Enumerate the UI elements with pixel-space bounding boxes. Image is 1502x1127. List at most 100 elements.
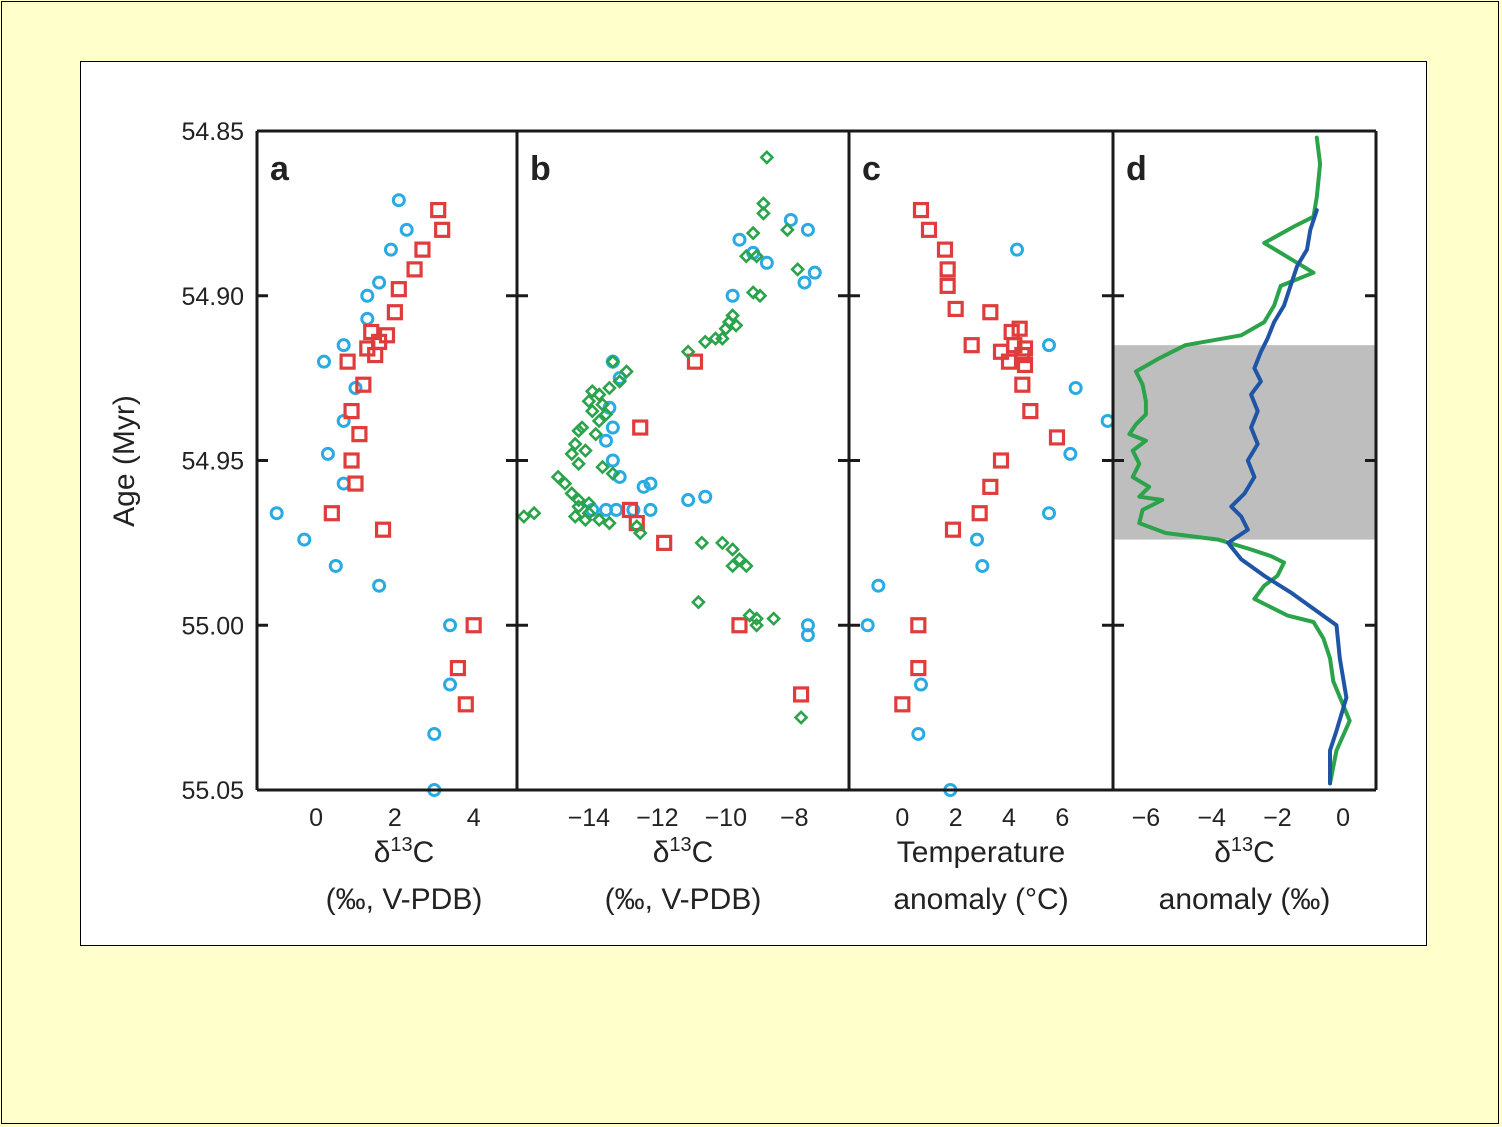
point-b-green-diamond [759,150,775,165]
point-c-red-square [1022,402,1039,420]
ytick-label: 55.00 [181,612,244,640]
point-b-green-diamond [571,499,586,514]
point-b-blue-circle [605,453,620,468]
point-b-blue-circle [797,275,812,290]
point-c-red-square [982,304,999,321]
point-c-red-square [992,452,1010,469]
point-a-red-square [339,353,356,370]
point-a-blue-circle [360,311,375,326]
point-c-red-square [939,261,956,278]
point-b-green-diamond [591,387,607,402]
point-b-red-square [656,534,673,551]
point-b-green-diamond [567,509,583,524]
point-b-green-diamond [680,344,696,360]
point-b-green-diamond [588,426,604,442]
point-b-green-diamond [738,558,754,574]
point-c-red-square [963,337,980,354]
point-b-green-diamond [749,248,764,264]
shaded-band-d [1113,345,1376,540]
point-b-blue-circle [725,288,740,303]
point-c-blue-circle [975,558,990,573]
point-c-blue-circle [1042,506,1056,521]
point-b-blue-circle [681,493,696,508]
x-axis-title-b: δ13C [653,834,714,869]
point-b-green-diamond [581,393,597,409]
frame-layer [255,129,1378,792]
point-a-blue-circle [316,354,331,369]
point-b-green-diamond [697,334,713,350]
line-d-green [1127,135,1352,786]
point-c-red-square [910,617,927,634]
x-axis-title-a: (‰, V-PDB) [326,883,483,916]
point-c-red-square [1014,376,1031,393]
point-c-blue-circle [1010,242,1024,257]
point-b-green-diamond [591,512,607,528]
point-b-green-diamond [584,403,600,419]
point-a-red-square [374,521,392,538]
point-b-green-diamond [571,492,586,508]
xtick-label-c: 4 [1002,804,1016,832]
x-axis-title-c: Temperature [897,836,1065,869]
point-b-green-diamond [571,423,586,439]
panel-letter-b: b [530,150,551,188]
point-c-blue-circle [914,677,928,692]
point-a-red-square [457,696,474,713]
point-c-red-square [894,696,911,713]
point-b-green-diamond [749,617,764,633]
point-a-red-square [323,505,340,522]
data-layer [269,135,1352,797]
point-b-green-diamond [632,525,648,541]
x-axis-title-d: δ13C [1214,834,1275,869]
point-c-red-square [939,277,956,294]
point-c-blue-circle [1068,381,1083,396]
point-a-red-square [414,241,431,258]
point-a-red-square [351,426,368,443]
point-a-blue-circle [336,338,351,353]
point-b-blue-circle [612,371,627,386]
point-a-blue-circle [443,618,458,633]
point-b-green-diamond [516,509,532,524]
point-c-red-square [1000,353,1018,370]
point-b-green-diamond [742,608,758,623]
shade-layer [1113,345,1376,540]
point-c-blue-circle [970,532,984,547]
point-b-green-diamond [591,413,607,429]
point-a-blue-circle [383,242,398,257]
point-b-blue-circle [605,420,620,435]
xtick-label-d: −4 [1197,804,1226,832]
point-b-red-square [792,686,810,703]
point-b-green-diamond [598,407,614,422]
point-a-blue-circle [427,726,442,741]
point-b-green-diamond [567,436,583,452]
point-b-green-diamond [708,331,723,346]
point-a-red-square [465,617,482,634]
point-a-blue-circle [372,275,387,290]
x-axis-title-a: δ13C [374,834,435,869]
point-a-blue-circle [443,677,458,692]
xtick-label-b: −12 [636,804,678,832]
point-b-green-diamond [619,364,634,379]
point-b-green-diamond [732,552,747,567]
point-b-blue-circle [759,255,774,270]
point-b-green-diamond [605,466,621,482]
point-b-green-diamond [694,535,710,551]
point-b-green-diamond [752,288,768,304]
point-b-blue-circle [732,232,747,247]
point-b-green-diamond [780,222,795,238]
point-b-blue-circle [783,212,798,227]
point-a-red-square [386,304,403,321]
xtick-label-b: −14 [568,804,611,832]
point-b-green-diamond [550,469,566,485]
point-a-blue-circle [297,532,312,547]
point-b-green-diamond [578,512,593,528]
point-c-red-square [1016,356,1034,374]
point-a-red-square [343,452,360,469]
point-b-green-diamond [790,262,805,277]
point-a-blue-circle [372,578,387,593]
x-axis-title-d: anomaly (‰) [1159,883,1331,916]
point-b-blue-circle [800,628,815,643]
point-b-green-diamond [756,206,771,221]
point-b-green-diamond [793,710,809,725]
point-b-green-diamond [728,318,744,333]
point-c-red-square [910,659,927,677]
